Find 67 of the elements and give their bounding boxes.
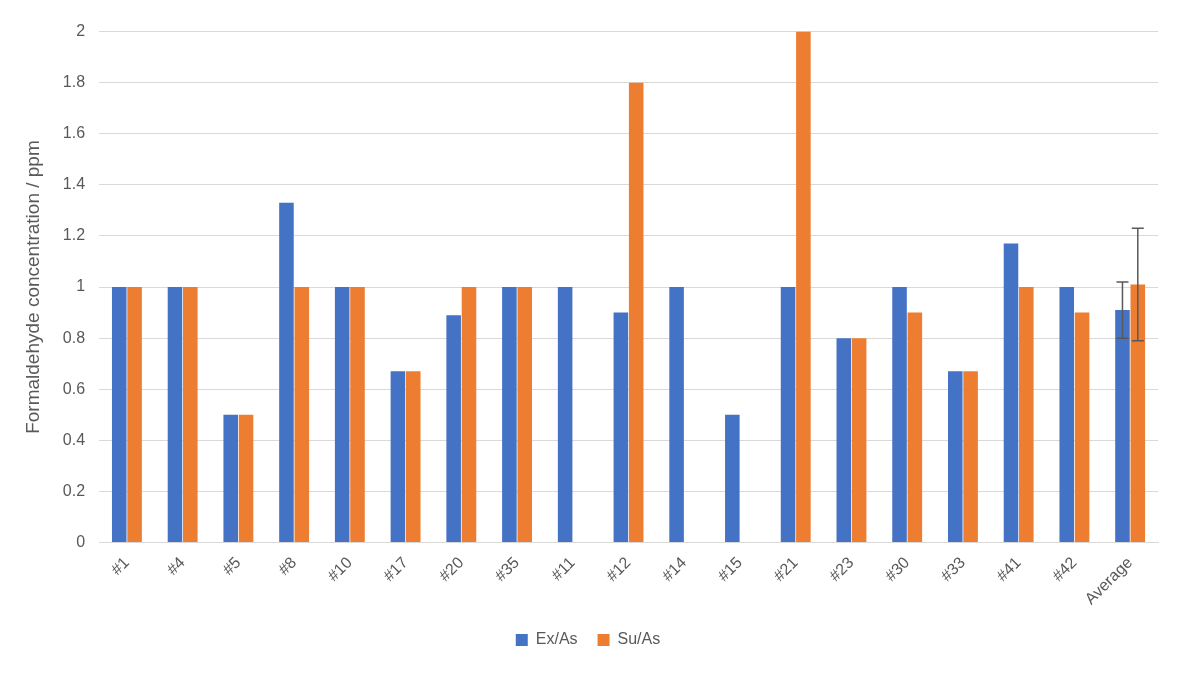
bar [669,287,684,542]
bar [780,287,796,542]
x-tick-label: #12 [602,553,634,585]
x-tick-label: #33 [937,553,969,585]
bar [167,287,183,542]
x-tick-label: #5 [219,553,244,579]
x-tick-label: #17 [379,553,411,585]
bar [127,287,142,542]
y-tick-label: 0.2 [62,481,86,499]
x-tick-label: #42 [1048,553,1080,585]
bar [223,414,238,542]
bar [502,287,517,542]
bar [350,287,365,542]
x-tick-label: #4 [163,553,188,579]
x-tick-label: #1 [107,553,133,579]
bar [279,202,294,542]
x-tick-label: #35 [491,553,523,585]
bar [963,371,978,542]
bar [461,287,477,542]
y-tick-label: 0.8 [62,328,86,346]
y-tick-label: 0.6 [62,379,86,397]
bar [851,338,867,542]
x-tick-label: #11 [547,553,579,584]
bar [1074,312,1090,542]
x-tick-label: #21 [770,553,802,585]
x-tick-label: #20 [435,553,467,585]
y-tick-label: 1.6 [62,124,86,142]
x-tick-label: #15 [714,553,746,585]
y-tick-label: 1.8 [62,73,86,91]
bar [628,82,644,542]
y-tick-label: 1.4 [62,175,86,193]
x-tick-label: #14 [658,553,690,585]
bar [1115,310,1130,542]
bar [907,312,923,542]
y-tick-label: 0.4 [62,430,86,448]
bar [111,287,127,542]
bar [892,287,907,542]
bar [517,287,532,542]
bar [1003,243,1019,542]
bar [796,31,811,542]
y-tick-label: 1.2 [62,226,86,244]
x-tick-label: #30 [881,553,913,585]
bar [183,287,198,542]
bar [836,338,852,542]
bar [1019,287,1034,542]
x-tick-label: #23 [825,553,857,585]
bar [1059,287,1075,542]
bar [405,371,421,542]
bar [613,312,629,542]
y-tick-label: 1 [76,277,86,295]
x-tick-label: #41 [993,553,1024,585]
legend-label: Su/As [617,630,661,648]
y-axis-title: Formaldehyde concentration / ppm [21,140,43,434]
bar [557,287,573,542]
bar [1130,284,1146,542]
bar [238,414,254,542]
bar [446,315,461,542]
y-tick-label: 0 [76,532,86,550]
x-tick-label: #10 [324,553,356,585]
bar [725,414,740,542]
x-tick-label: #8 [274,553,300,579]
bar [390,371,406,542]
bar [947,371,963,542]
bar [334,287,350,542]
bar [294,287,310,542]
y-tick-label: 2 [76,22,86,40]
legend-label: Ex/As [535,630,578,648]
